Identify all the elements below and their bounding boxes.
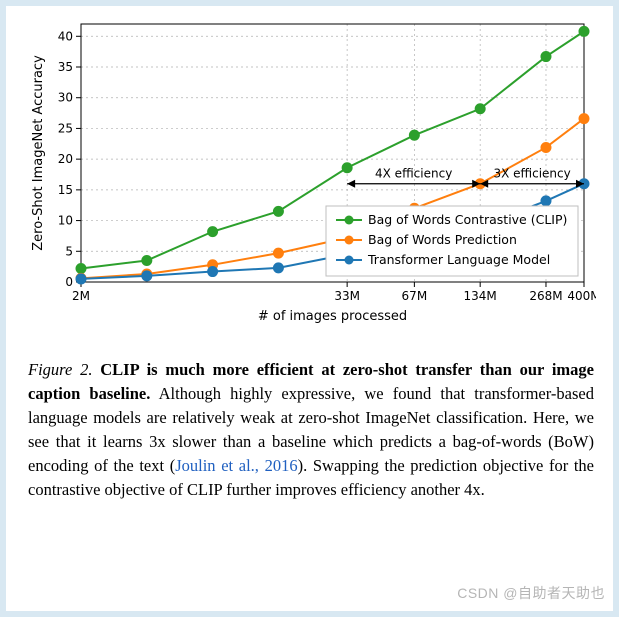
svg-text:# of images processed: # of images processed [258, 309, 407, 324]
chart-container: 0 5 10 15 20 25 30 35 40 2M 33M 67M 134M 268M 400M # of… [26, 16, 596, 326]
svg-text:25: 25 [58, 121, 73, 135]
watermark: CSDN @自助者天助也 [457, 583, 605, 603]
svg-text:400M: 400M [567, 289, 596, 303]
svg-text:134M: 134M [464, 289, 497, 303]
svg-text:Bag of Words Contrastive (CLIP: Bag of Words Contrastive (CLIP) [368, 212, 567, 227]
svg-text:3X efficiency: 3X efficiency [493, 167, 570, 181]
line-chart: 0 5 10 15 20 25 30 35 40 2M 33M 67M 134M 268M 400M # of… [26, 16, 596, 326]
svg-text:0: 0 [65, 275, 73, 289]
svg-text:35: 35 [58, 60, 73, 74]
figure-caption: Figure 2. CLIP is much more efficient at… [28, 358, 594, 502]
svg-text:15: 15 [58, 183, 73, 197]
svg-text:33M: 33M [334, 289, 360, 303]
svg-text:40: 40 [58, 29, 73, 43]
svg-text:67M: 67M [402, 289, 428, 303]
svg-text:2M: 2M [72, 289, 90, 303]
figure-label: Figure 2. [28, 360, 92, 379]
svg-text:20: 20 [58, 152, 73, 166]
svg-text:5: 5 [65, 244, 73, 258]
svg-text:Zero-Shot ImageNet Accuracy: Zero-Shot ImageNet Accuracy [31, 55, 46, 251]
svg-text:30: 30 [58, 91, 73, 105]
citation: Joulin et al., 2016 [175, 456, 297, 475]
svg-text:268M: 268M [529, 289, 562, 303]
svg-text:4X efficiency: 4X efficiency [375, 167, 452, 181]
svg-text:10: 10 [58, 214, 73, 228]
svg-text:Bag of Words Prediction: Bag of Words Prediction [368, 232, 517, 247]
svg-text:Transformer Language Model: Transformer Language Model [367, 252, 550, 267]
